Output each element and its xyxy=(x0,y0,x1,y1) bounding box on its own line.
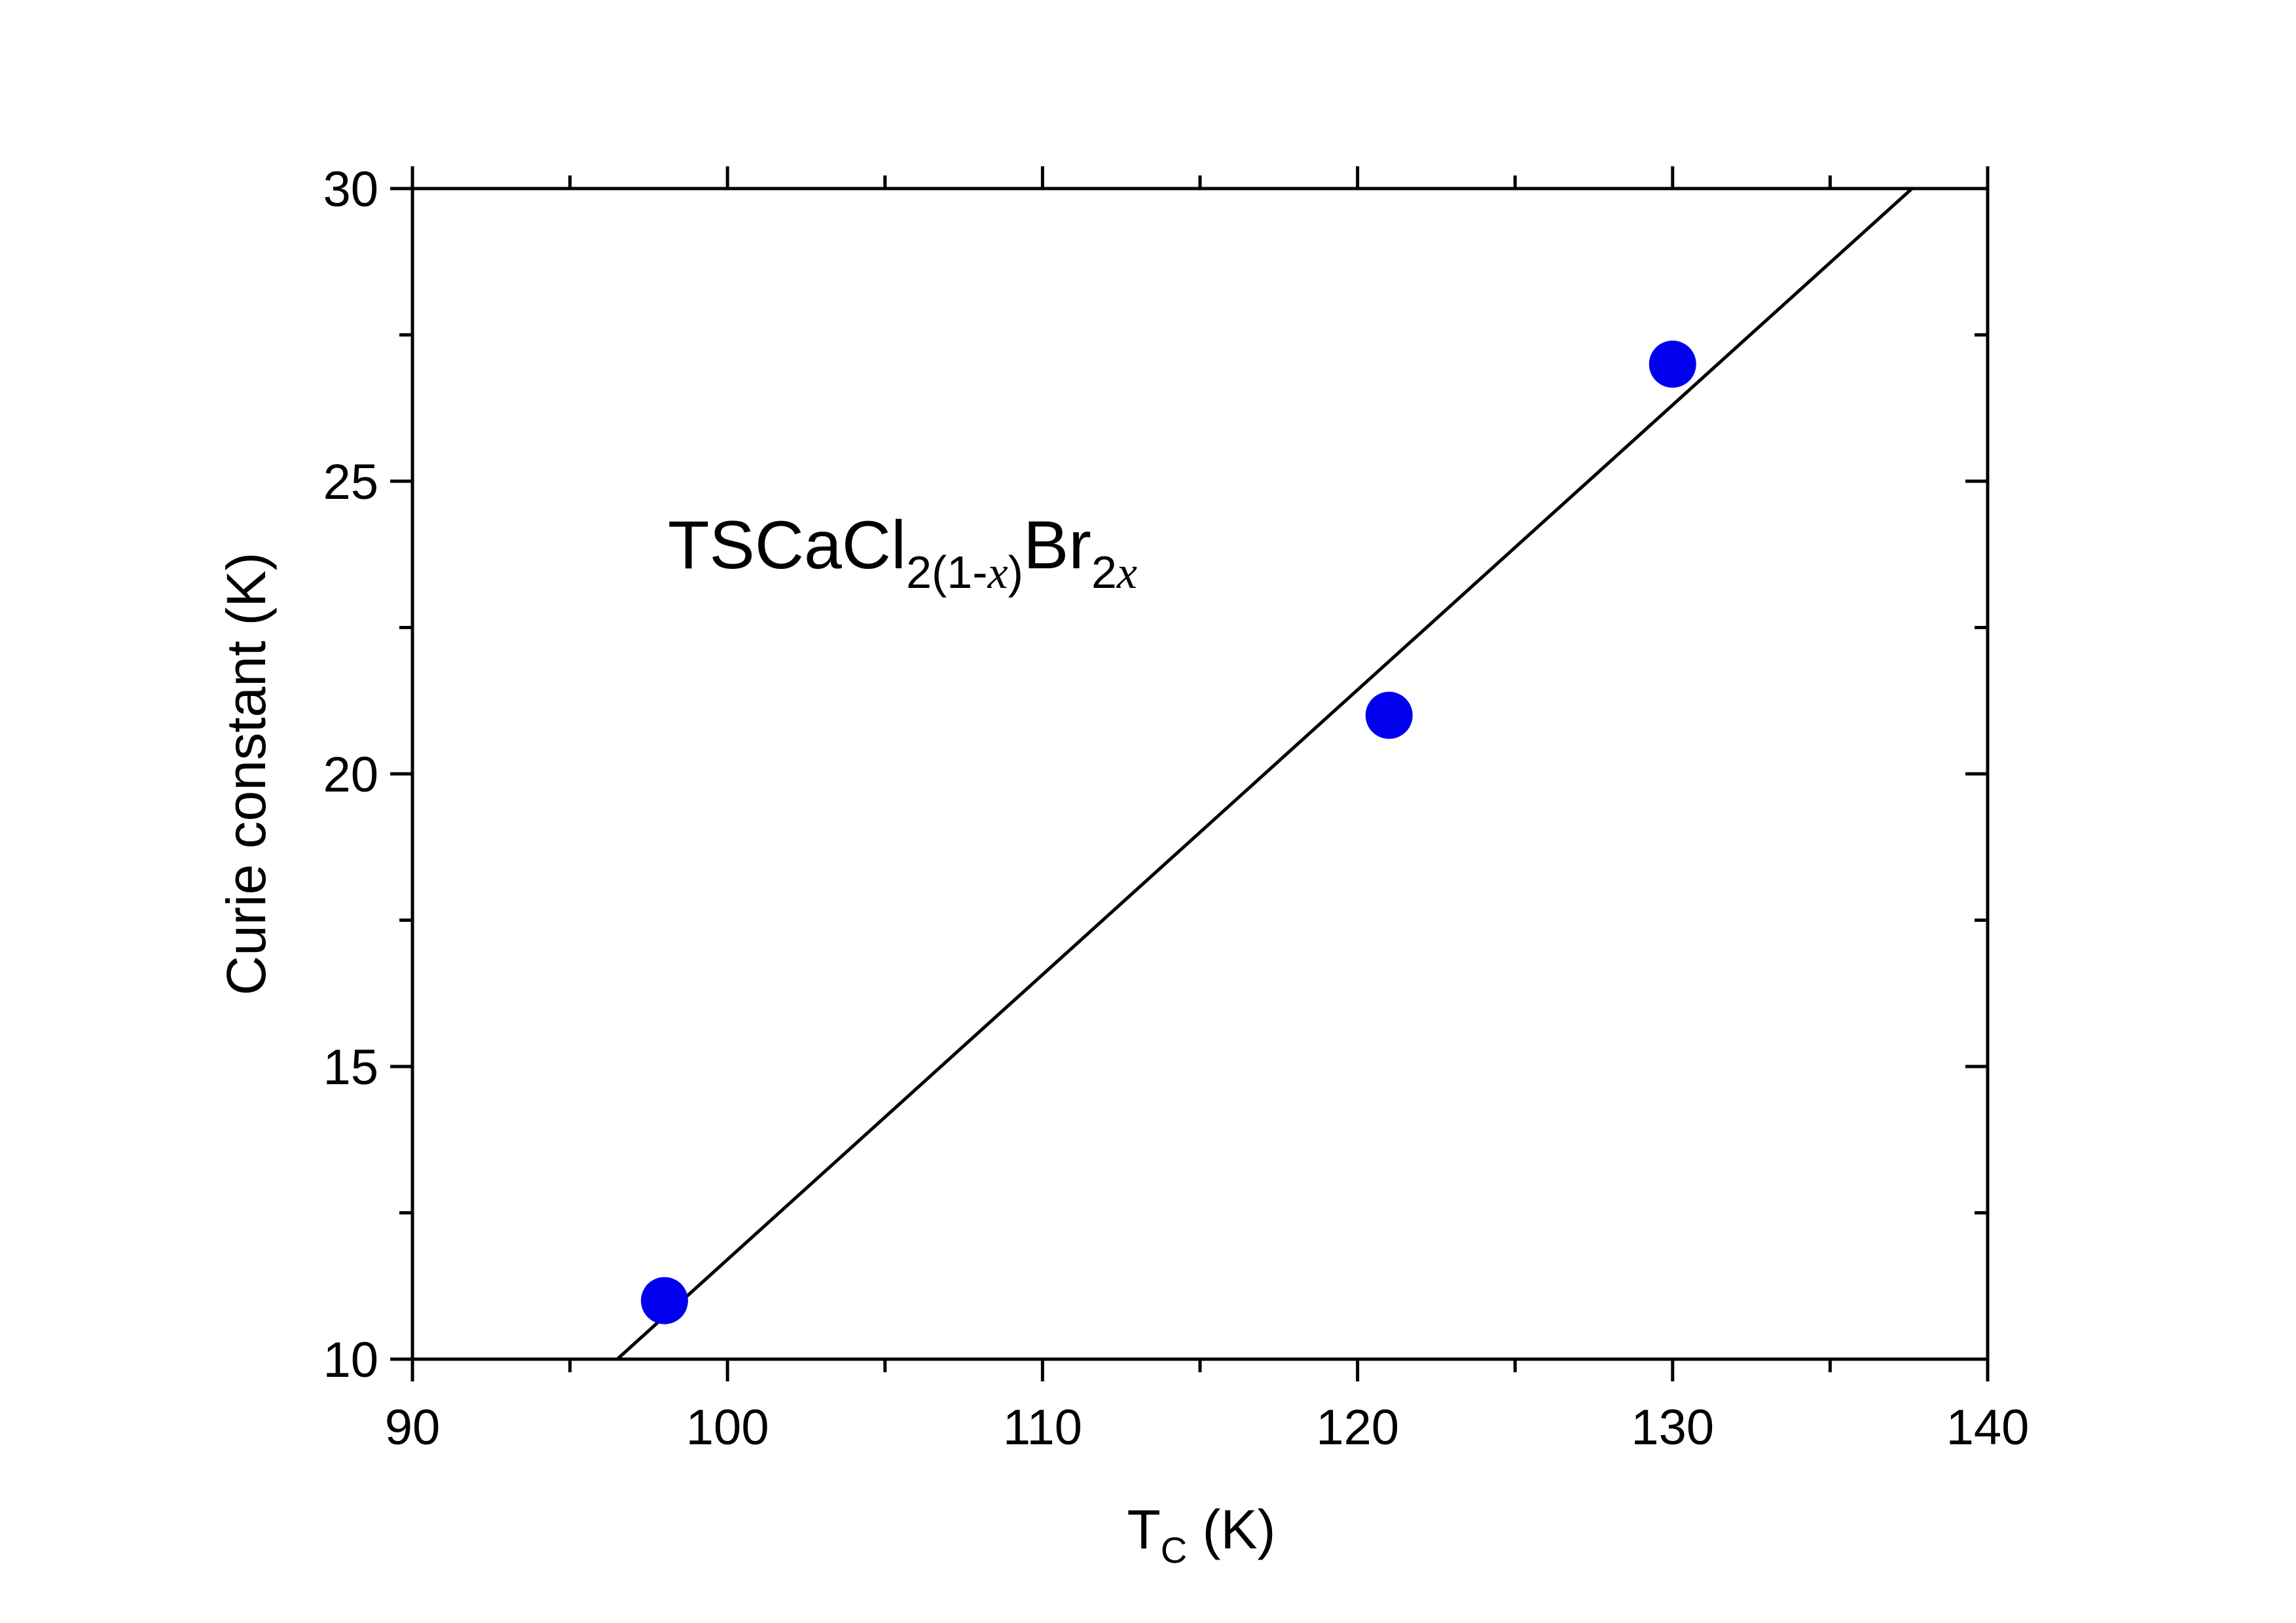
y-tick-label: 25 xyxy=(323,454,378,510)
annotation-text: TSCaCl xyxy=(668,507,906,583)
x-tick-label: 110 xyxy=(1003,1400,1082,1455)
x-axis-label-main: T xyxy=(1127,1499,1160,1560)
plot-frame xyxy=(410,187,1990,1361)
data-point xyxy=(1365,691,1413,739)
annotation-subscript: 2 xyxy=(1091,547,1117,598)
y-tick-label: 20 xyxy=(323,747,378,803)
x-axis-label-rest: (K) xyxy=(1187,1499,1275,1560)
compound-annotation: TSCaCl2(1-x)Br2x xyxy=(668,507,1137,598)
annotation-subscript: x xyxy=(987,548,1008,598)
y-tick-label: 15 xyxy=(323,1040,378,1095)
y-tick-label: 10 xyxy=(323,1332,378,1388)
x-axis-label-sub: C xyxy=(1161,1529,1187,1571)
x-tick-label: 90 xyxy=(385,1400,441,1455)
fit-layer xyxy=(616,187,1914,1360)
annotation-subscript: ) xyxy=(1008,547,1023,598)
x-tick-label: 130 xyxy=(1631,1400,1714,1455)
x-tick-label: 120 xyxy=(1316,1400,1399,1455)
annotation-text: Br xyxy=(1023,507,1091,583)
y-tick-label: 30 xyxy=(323,162,378,217)
annotation-subscript: 2(1- xyxy=(906,547,987,598)
ticks-layer: 90 100 110 120 130 140 10 15 20 25 30 xyxy=(323,162,2029,1455)
points-layer xyxy=(640,340,1696,1324)
data-point xyxy=(640,1277,688,1324)
x-tick-label: 100 xyxy=(686,1400,769,1455)
data-point xyxy=(1649,340,1696,388)
x-tick-label: 140 xyxy=(1946,1400,2030,1455)
x-axis-label: TC (K) xyxy=(1127,1499,1275,1571)
fit-line xyxy=(616,187,1914,1360)
y-axis-label: Curie constant (K) xyxy=(215,553,277,996)
annotation-subscript: x xyxy=(1116,548,1137,598)
